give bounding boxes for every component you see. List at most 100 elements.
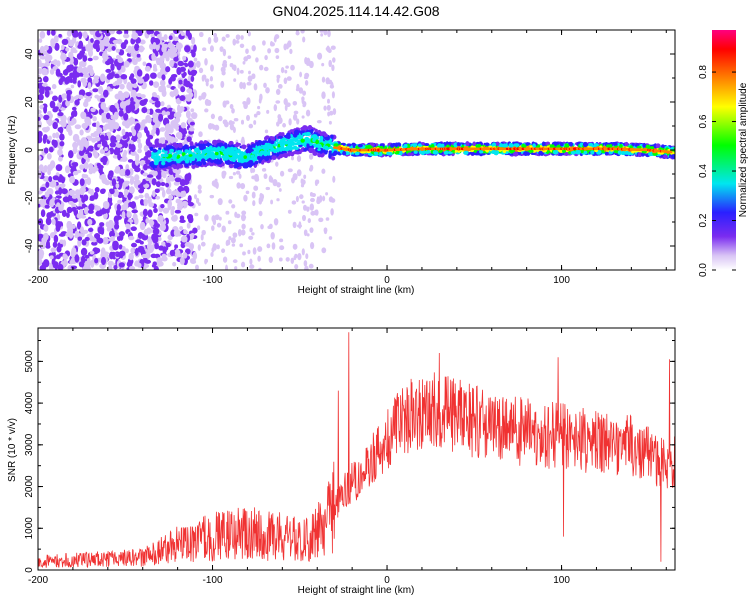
heatmap-cell (61, 188, 68, 195)
heatmap-cell (216, 222, 222, 228)
heatmap-cell (213, 159, 219, 164)
heatmap-cell (231, 107, 235, 114)
heatmap-cell (188, 154, 193, 157)
heatmap-cell (61, 183, 66, 188)
heatmap-cell (59, 141, 65, 147)
heatmap-cell (248, 235, 254, 240)
heatmap-cell (56, 245, 62, 253)
heatmap-cell (312, 150, 318, 156)
heatmap-cell (311, 192, 316, 198)
heatmap-cell (308, 61, 312, 67)
heatmap-cell (103, 89, 109, 98)
heatmap-cell (210, 64, 214, 72)
heatmap-cell (43, 224, 49, 232)
heatmap-cell (106, 86, 111, 91)
heatmap-cell (128, 103, 136, 112)
heatmap-cell (233, 78, 237, 82)
heatmap-cell (188, 243, 195, 251)
heatmap-cell (201, 74, 205, 82)
heatmap-cell (124, 122, 130, 129)
heatmap-cell (139, 39, 146, 45)
heatmap-cell (174, 209, 182, 214)
heatmap-cell (235, 34, 241, 41)
heatmap-cell (495, 141, 500, 146)
heatmap-cell (173, 36, 179, 42)
heatmap-cell (169, 148, 175, 153)
heatmap-cell (521, 143, 526, 148)
heatmap-cell (201, 229, 206, 236)
heatmap-cell (247, 249, 251, 255)
heatmap-cell (130, 247, 135, 254)
heatmap-cell (130, 144, 136, 153)
heatmap-cell (240, 119, 245, 125)
heatmap-cell (284, 69, 288, 74)
heatmap-cell (141, 253, 149, 259)
heatmap-cell (128, 118, 133, 126)
heatmap-cell (74, 124, 82, 130)
heatmap-cell (53, 234, 59, 244)
heatmap-cell (181, 200, 189, 207)
heatmap-cell (90, 133, 95, 137)
heatmap-cell (308, 147, 314, 151)
heatmap-cell (161, 110, 166, 116)
heatmap-cell (101, 256, 106, 266)
heatmap-cell (321, 76, 326, 83)
heatmap-cell (281, 148, 286, 151)
heatmap-cell (217, 198, 223, 206)
heatmap-cell (197, 202, 201, 206)
heatmap-cell (88, 203, 95, 211)
heatmap-cell (273, 218, 279, 226)
heatmap-cell (277, 135, 283, 139)
heatmap-cell (47, 169, 52, 176)
heatmap-cell (251, 191, 256, 199)
heatmap-cell (67, 150, 74, 159)
heatmap-cell (130, 89, 137, 98)
heatmap-cell (128, 187, 133, 193)
heatmap-cell (72, 170, 79, 176)
heatmap-cell (107, 57, 114, 65)
heatmap-cell (295, 30, 299, 35)
heatmap-cell (160, 153, 165, 158)
heatmap-cell (220, 145, 225, 151)
heatmap-cell (185, 110, 191, 119)
heatmap-cell (235, 170, 241, 175)
heatmap-cell (304, 72, 310, 78)
heatmap-cell (43, 68, 48, 76)
heatmap-cell (300, 30, 305, 34)
heatmap-cell (299, 194, 304, 200)
heatmap-cell (136, 69, 143, 77)
heatmap-cell (503, 143, 508, 148)
heatmap-cell (190, 260, 197, 264)
heatmap-cell (57, 156, 63, 162)
heatmap-cell (52, 121, 58, 130)
heatmap-cell (266, 109, 270, 114)
heatmap-cell (161, 74, 166, 81)
heatmap-cell (39, 198, 47, 206)
heatmap-cell (264, 55, 268, 61)
heatmap-cell (174, 177, 182, 183)
heatmap-cell (99, 134, 106, 143)
heatmap-cell (190, 142, 194, 147)
heatmap-cell (204, 258, 208, 265)
heatmap-cell (43, 105, 48, 114)
heatmap-cell (225, 210, 230, 215)
heatmap-cell (169, 91, 174, 97)
heatmap-cell (151, 233, 157, 241)
heatmap-cell (260, 193, 265, 200)
heatmap-cell (151, 92, 157, 97)
heatmap-cell (187, 195, 192, 203)
heatmap-cell (137, 245, 145, 253)
heatmap-cell (167, 202, 172, 211)
heatmap-cell (332, 108, 337, 116)
heatmap-cell (284, 104, 288, 111)
heatmap-cell (128, 252, 134, 261)
heatmap-cell (94, 257, 99, 264)
heatmap-cell (65, 197, 70, 202)
heatmap-cell (115, 102, 119, 110)
heatmap-cell (134, 217, 139, 225)
heatmap-cell (198, 95, 203, 101)
heatmap-cell (209, 84, 214, 89)
heatmap-cell (253, 185, 259, 191)
heatmap-cell (239, 43, 245, 49)
heatmap-cell (130, 52, 137, 57)
